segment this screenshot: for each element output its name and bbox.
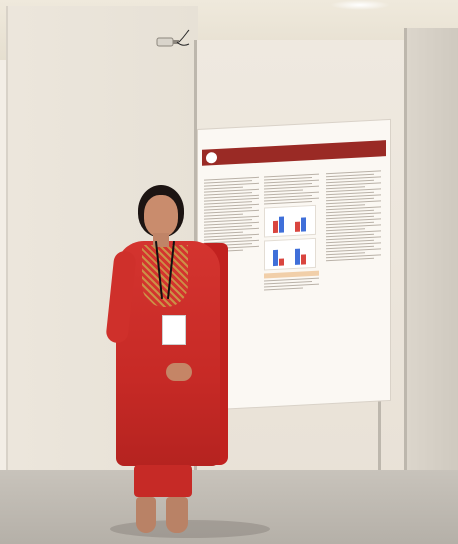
presenter	[105, 185, 240, 544]
embroidered-yoke	[142, 245, 188, 307]
face	[144, 195, 178, 237]
red-pants	[134, 465, 192, 497]
id-badge	[162, 315, 186, 345]
clasped-hands	[166, 363, 192, 381]
poster-bar-chart	[264, 237, 316, 271]
booth-pole	[404, 28, 407, 528]
poster-column	[326, 168, 381, 396]
poster-title	[222, 141, 382, 149]
floor	[0, 470, 458, 544]
foot	[136, 497, 156, 533]
security-camera-icon	[155, 28, 191, 50]
booth-pole	[378, 380, 381, 530]
poster-header	[202, 140, 386, 166]
poster-column	[264, 172, 319, 400]
ceiling-light	[330, 0, 390, 10]
foot	[166, 497, 188, 533]
booth-panel-right	[406, 28, 458, 508]
poster-bar-chart	[264, 204, 316, 238]
